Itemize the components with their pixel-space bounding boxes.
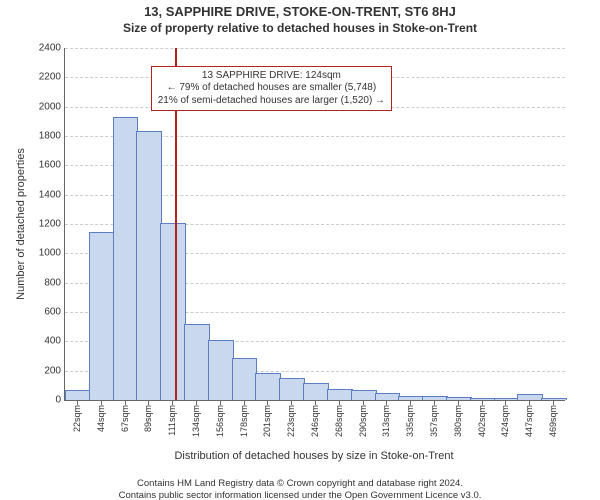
x-tick-label: 447sqm <box>524 405 534 437</box>
x-tick-label: 268sqm <box>334 405 344 437</box>
x-tick-label: 201sqm <box>262 405 272 437</box>
annotation-line: 21% of semi-detached houses are larger (… <box>158 95 385 108</box>
histogram-bar <box>351 390 377 400</box>
annotation-box: 13 SAPPHIRE DRIVE: 124sqm← 79% of detach… <box>151 66 392 112</box>
histogram-bar <box>327 389 353 400</box>
histogram-bar <box>89 232 115 400</box>
histogram-bar <box>136 131 162 400</box>
histogram-bar <box>375 393 401 400</box>
x-tick-label: 402sqm <box>477 405 487 437</box>
x-tick-label: 246sqm <box>310 405 320 437</box>
x-tick-label: 22sqm <box>72 405 82 432</box>
histogram-bar <box>232 358 258 400</box>
histogram-bar <box>160 223 186 400</box>
histogram-bar <box>113 117 139 400</box>
footer-line: Contains HM Land Registry data © Crown c… <box>0 478 600 490</box>
histogram-bar <box>279 378 305 400</box>
x-tick-label: 111sqm <box>167 405 177 436</box>
y-tick-label: 200 <box>44 365 65 376</box>
histogram-chart: 0200400600800100012001400160018002000220… <box>64 48 565 401</box>
x-tick-label: 223sqm <box>286 405 296 437</box>
histogram-bar <box>255 373 281 400</box>
x-tick-label: 44sqm <box>96 405 106 432</box>
y-tick-label: 0 <box>55 395 65 406</box>
y-tick-label: 2200 <box>39 72 65 83</box>
y-tick-label: 1200 <box>39 219 65 230</box>
y-tick-label: 400 <box>44 336 65 347</box>
y-tick-label: 1000 <box>39 248 65 259</box>
gridline <box>65 48 565 49</box>
x-tick-label: 313sqm <box>381 405 391 437</box>
annotation-line: 13 SAPPHIRE DRIVE: 124sqm <box>158 70 385 83</box>
y-tick-label: 1800 <box>39 131 65 142</box>
y-tick-label: 2000 <box>39 101 65 112</box>
x-tick-label: 469sqm <box>548 405 558 437</box>
y-tick-label: 800 <box>44 277 65 288</box>
x-tick-label: 67sqm <box>120 405 130 432</box>
histogram-bar <box>65 390 91 400</box>
y-tick-label: 2400 <box>39 43 65 54</box>
footer-attribution: Contains HM Land Registry data © Crown c… <box>0 478 600 500</box>
x-tick-label: 178sqm <box>239 405 249 437</box>
footer-line: Contains public sector information licen… <box>0 490 600 500</box>
x-tick-label: 335sqm <box>405 405 415 437</box>
page-subtitle: Size of property relative to detached ho… <box>0 21 600 35</box>
histogram-bar <box>303 383 329 400</box>
y-tick-label: 1400 <box>39 189 65 200</box>
x-tick-label: 380sqm <box>453 405 463 437</box>
x-tick-label: 290sqm <box>358 405 368 437</box>
page-title: 13, SAPPHIRE DRIVE, STOKE-ON-TRENT, ST6 … <box>0 4 600 19</box>
x-tick-label: 156sqm <box>215 405 225 437</box>
y-axis-label: Number of detached properties <box>14 48 28 400</box>
x-tick-label: 89sqm <box>143 405 153 432</box>
y-tick-label: 1600 <box>39 160 65 171</box>
histogram-bar <box>184 324 210 400</box>
x-axis-label: Distribution of detached houses by size … <box>64 450 564 462</box>
x-tick-label: 424sqm <box>500 405 510 437</box>
x-tick-label: 357sqm <box>429 405 439 437</box>
x-tick-label: 134sqm <box>191 405 201 437</box>
y-tick-label: 600 <box>44 307 65 318</box>
annotation-line: ← 79% of detached houses are smaller (5,… <box>158 82 385 95</box>
histogram-bar <box>208 340 234 400</box>
